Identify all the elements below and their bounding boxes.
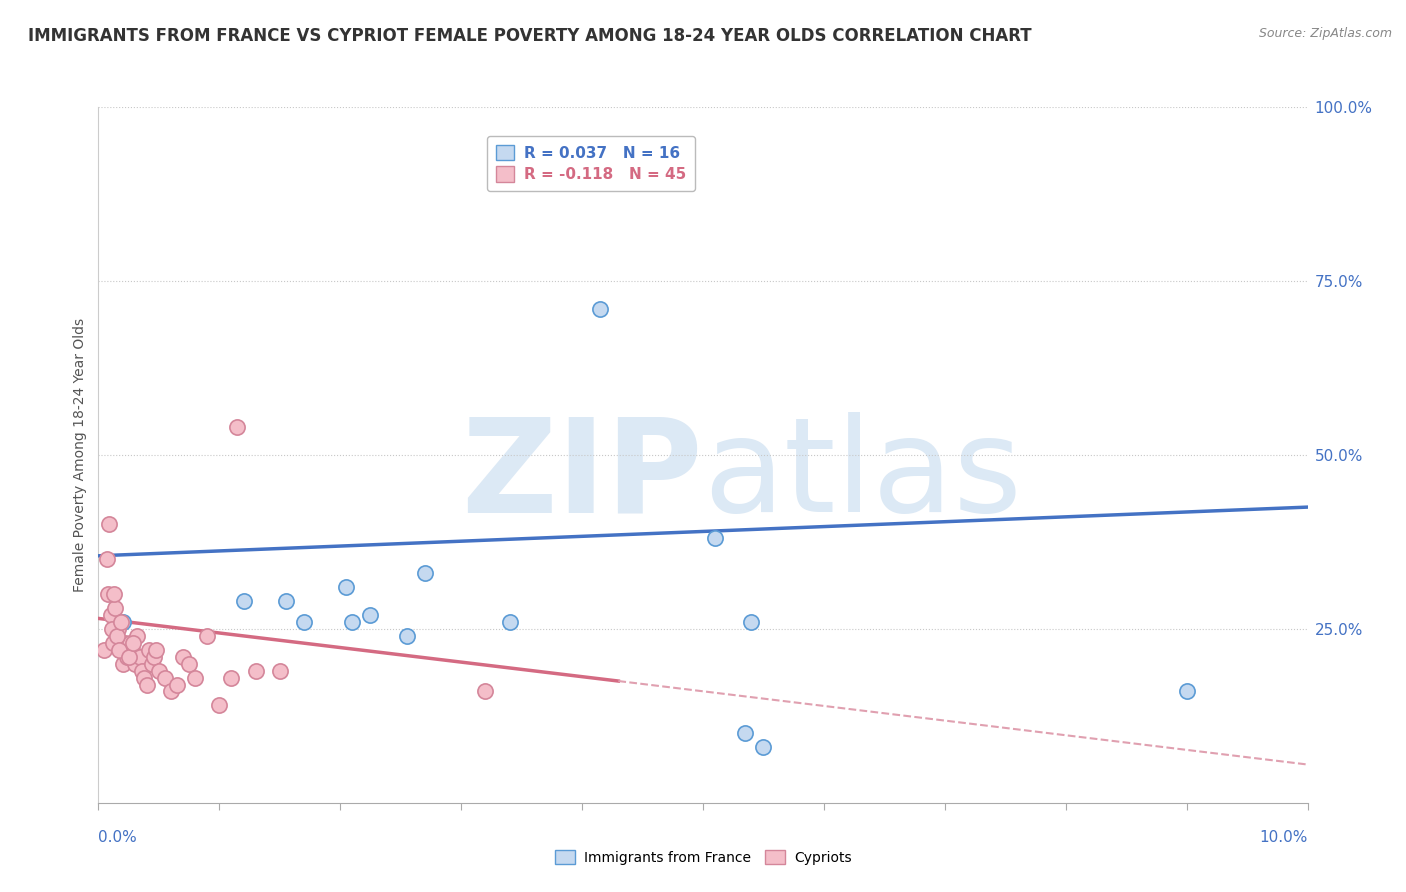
Point <box>131 664 153 678</box>
Point <box>474 684 496 698</box>
Point <box>143 649 166 664</box>
Point <box>121 642 143 657</box>
Point <box>704 532 727 546</box>
Point <box>184 671 207 685</box>
Point <box>172 649 194 664</box>
Text: Source: ZipAtlas.com: Source: ZipAtlas.com <box>1258 27 1392 40</box>
Point <box>124 657 146 671</box>
Point <box>160 684 183 698</box>
Point <box>111 657 134 671</box>
Point <box>108 642 131 657</box>
Point <box>103 587 125 601</box>
Point <box>141 657 163 671</box>
Point <box>108 642 131 657</box>
Point <box>118 636 141 650</box>
Point <box>360 607 382 622</box>
Point <box>117 649 139 664</box>
Point <box>752 740 775 755</box>
Point <box>292 615 315 629</box>
Point <box>166 677 188 691</box>
Point <box>226 420 249 434</box>
Point <box>128 649 150 664</box>
Point <box>101 636 124 650</box>
Text: 0.0%: 0.0% <box>98 830 138 845</box>
Point <box>105 629 128 643</box>
Point <box>93 642 115 657</box>
Point <box>245 664 267 678</box>
Point <box>413 566 436 581</box>
Text: IMMIGRANTS FROM FRANCE VS CYPRIOT FEMALE POVERTY AMONG 18-24 YEAR OLDS CORRELATI: IMMIGRANTS FROM FRANCE VS CYPRIOT FEMALE… <box>28 27 1032 45</box>
Text: ZIP: ZIP <box>461 412 703 540</box>
Point <box>274 594 297 608</box>
Point <box>104 601 127 615</box>
Point <box>100 622 122 636</box>
Text: 10.0%: 10.0% <box>1260 830 1308 845</box>
Point <box>97 587 120 601</box>
Point <box>734 726 756 740</box>
Point <box>145 642 167 657</box>
Point <box>335 580 357 594</box>
Point <box>342 615 364 629</box>
Point <box>118 649 141 664</box>
Point <box>127 629 149 643</box>
Point <box>208 698 231 713</box>
Point <box>96 552 118 566</box>
Point <box>221 671 243 685</box>
Point <box>111 615 134 629</box>
Point <box>1175 684 1198 698</box>
Point <box>110 615 132 629</box>
Point <box>195 629 218 643</box>
Point <box>395 629 418 643</box>
Point <box>114 636 136 650</box>
Text: atlas: atlas <box>703 412 1022 540</box>
Point <box>740 615 762 629</box>
Point <box>148 664 170 678</box>
Point <box>100 607 122 622</box>
Point <box>498 615 520 629</box>
Point <box>107 622 129 636</box>
Point <box>153 671 176 685</box>
Y-axis label: Female Poverty Among 18-24 Year Olds: Female Poverty Among 18-24 Year Olds <box>73 318 87 592</box>
Point <box>269 664 291 678</box>
Point <box>179 657 201 671</box>
Point <box>98 517 121 532</box>
Point <box>138 642 160 657</box>
Point <box>232 594 254 608</box>
Point <box>135 677 157 691</box>
Legend: Immigrants from France, Cypriots: Immigrants from France, Cypriots <box>548 845 858 871</box>
Point <box>589 301 612 316</box>
Point <box>122 636 145 650</box>
Point <box>134 671 156 685</box>
